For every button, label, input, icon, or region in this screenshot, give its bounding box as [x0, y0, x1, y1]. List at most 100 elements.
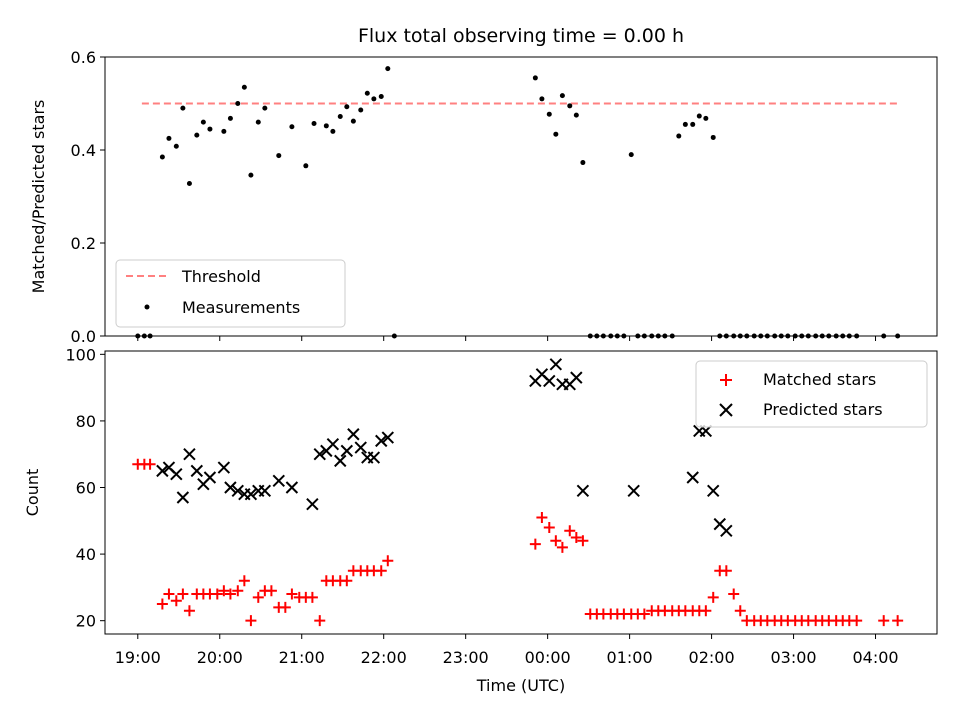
measurement-point	[385, 66, 391, 72]
top-panel: 0.0 0.2 0.4 0.6 Matched/Predicted stars Thr…	[29, 48, 938, 346]
bottom-panel: 20 40 60 80 100 19:00 20:00 21:00 22:00 23:00 00:…	[23, 345, 938, 695]
matched-star-marker	[170, 595, 182, 607]
measurement-point	[227, 115, 233, 121]
matched-star-marker	[183, 605, 195, 617]
bottom-x-tick-label: 04:00	[852, 648, 898, 667]
measurement-point	[546, 111, 552, 117]
predicted-star-marker	[347, 428, 360, 441]
predicted-star-marker	[549, 358, 563, 371]
measurement-point	[303, 163, 309, 169]
matched-star-marker	[529, 538, 541, 550]
top-axes-frame	[104, 56, 938, 337]
top-legend: Threshold Measurements	[115, 259, 346, 328]
matched-star-marker	[279, 601, 291, 613]
top-y-tick-label: 0.2	[71, 234, 96, 253]
measurement-point	[173, 143, 179, 149]
predicted-star-marker	[340, 444, 354, 458]
measurement-point	[166, 135, 172, 141]
predicted-star-marker	[576, 484, 590, 498]
measurement-point	[344, 104, 350, 110]
measurement-point	[276, 153, 282, 159]
predicted-star-marker	[570, 371, 583, 384]
measurement-point	[311, 120, 317, 126]
predicted-star-marker	[231, 484, 244, 498]
matched-star-marker	[700, 605, 712, 617]
measurement-point	[200, 119, 206, 125]
measurement-point	[337, 114, 343, 120]
measurement-point	[559, 93, 565, 99]
top-y-tick-label: 0.6	[71, 48, 96, 67]
matched-star-marker	[564, 525, 576, 537]
predicted-star-marker	[190, 464, 204, 478]
bottom-y-tick-label: 40	[76, 545, 96, 564]
matched-star-marker	[163, 588, 175, 600]
measurement-point	[180, 105, 186, 111]
measurement-point	[221, 128, 227, 134]
legend-predicted-label: Predicted stars	[763, 400, 883, 419]
measurement-point	[710, 134, 716, 140]
predicted-star-marker	[326, 438, 340, 451]
matched-star-marker	[245, 615, 257, 627]
measurement-point	[567, 103, 573, 109]
predicted-star-marker	[334, 454, 347, 468]
matched-star-marker	[218, 585, 230, 597]
measurement-point	[350, 118, 356, 124]
predicted-star-marker	[176, 491, 190, 504]
x-axis-label: Time (UTC)	[476, 676, 565, 695]
matched-star-marker	[382, 555, 394, 567]
measurement-point	[682, 121, 688, 127]
predicted-star-marker	[244, 487, 258, 501]
bottom-x-tick-label: 21:00	[279, 648, 325, 667]
matched-star-marker	[728, 588, 740, 600]
matched-star-marker	[252, 591, 264, 603]
chart-title: Flux total observing time = 0.00 h	[358, 25, 684, 47]
predicted-star-marker	[170, 467, 183, 481]
bottom-x-tick-label: 19:00	[115, 648, 161, 667]
bottom-y-ticks: 20 40 60 80 100	[65, 345, 105, 631]
measurement-point	[364, 90, 370, 96]
measurement-point	[532, 75, 538, 81]
measurement-point	[676, 133, 682, 139]
matched-star-marker	[707, 591, 719, 603]
predicted-star-marker	[354, 441, 367, 454]
matched-star-marker	[144, 458, 156, 470]
legend-matched-label: Matched stars	[763, 370, 876, 389]
matched-star-marker	[570, 531, 582, 543]
matched-star-marker	[232, 585, 244, 597]
predicted-star-marker	[381, 431, 395, 444]
measurement-point	[580, 160, 586, 166]
measurement-point	[241, 84, 247, 90]
measurement-point	[248, 172, 254, 178]
bottom-y-tick-label: 20	[76, 612, 96, 631]
measurement-point	[186, 180, 192, 186]
measurement-point	[690, 121, 696, 127]
predicted-star-marker	[258, 484, 272, 498]
predicted-star-marker	[313, 448, 326, 461]
bottom-marks	[132, 358, 904, 627]
measurement-point	[330, 128, 336, 134]
matched-star-marker	[314, 615, 326, 627]
matched-star-marker	[177, 588, 189, 600]
matched-star-marker	[734, 605, 746, 617]
matched-star-marker	[238, 575, 250, 587]
predicted-star-marker	[217, 461, 231, 474]
matched-star-marker	[536, 511, 548, 523]
measurement-point	[703, 115, 709, 121]
matched-star-marker	[375, 565, 387, 577]
measurement-point	[371, 96, 377, 102]
matched-star-marker	[211, 588, 223, 600]
bottom-y-axis-label: Count	[23, 469, 42, 517]
matched-star-marker	[851, 615, 863, 627]
predicted-star-marker	[183, 448, 196, 461]
legend-predicted-swatch	[719, 403, 733, 417]
measurement-point	[539, 96, 545, 102]
measurement-point	[573, 112, 579, 118]
measurement-point	[696, 113, 702, 119]
measurement-point	[289, 124, 295, 130]
measurement-point	[207, 126, 213, 132]
bottom-x-tick-label: 00:00	[525, 648, 571, 667]
predicted-star-marker	[375, 434, 388, 448]
matched-star-marker	[638, 608, 650, 620]
bottom-x-tick-label: 03:00	[770, 648, 816, 667]
